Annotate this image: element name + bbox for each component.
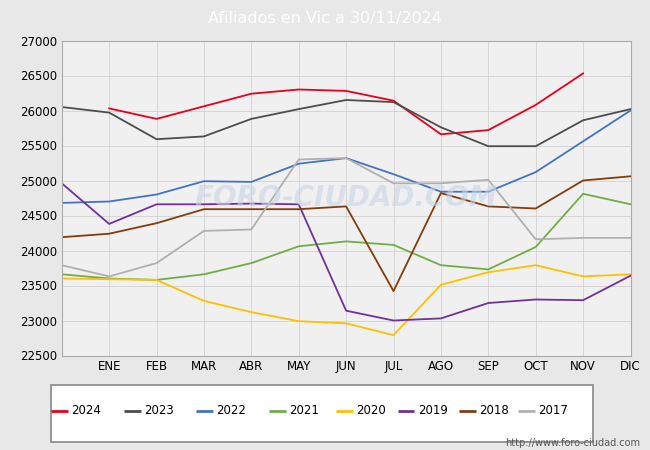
Text: 2020: 2020 <box>356 404 386 417</box>
Text: http://www.foro-ciudad.com: http://www.foro-ciudad.com <box>505 438 640 448</box>
Text: 2019: 2019 <box>418 404 448 417</box>
Text: 2022: 2022 <box>216 404 246 417</box>
Text: 2018: 2018 <box>479 404 509 417</box>
Text: 2021: 2021 <box>289 404 319 417</box>
Text: Afiliados en Vic a 30/11/2024: Afiliados en Vic a 30/11/2024 <box>208 11 442 26</box>
Text: 2023: 2023 <box>144 404 174 417</box>
Text: FORO-CIUDAD.COM: FORO-CIUDAD.COM <box>195 184 497 212</box>
Text: 2017: 2017 <box>538 404 568 417</box>
FancyBboxPatch shape <box>51 385 593 442</box>
Text: 2024: 2024 <box>72 404 101 417</box>
